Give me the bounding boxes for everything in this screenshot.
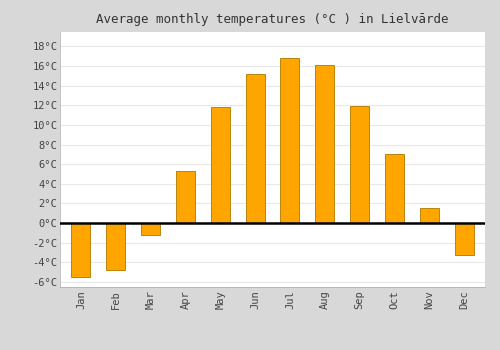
Bar [176, 171, 195, 223]
Bar [106, 223, 126, 270]
Bar [385, 154, 404, 223]
Bar [350, 106, 369, 223]
Bar [246, 74, 264, 223]
Bar [141, 223, 160, 235]
Title: Average monthly temperatures (°C ) in Lielvārde: Average monthly temperatures (°C ) in Li… [96, 13, 449, 26]
Bar [72, 223, 90, 277]
Bar [454, 223, 473, 254]
Bar [280, 58, 299, 223]
Bar [315, 65, 334, 223]
Bar [420, 208, 439, 223]
Bar [210, 107, 230, 223]
